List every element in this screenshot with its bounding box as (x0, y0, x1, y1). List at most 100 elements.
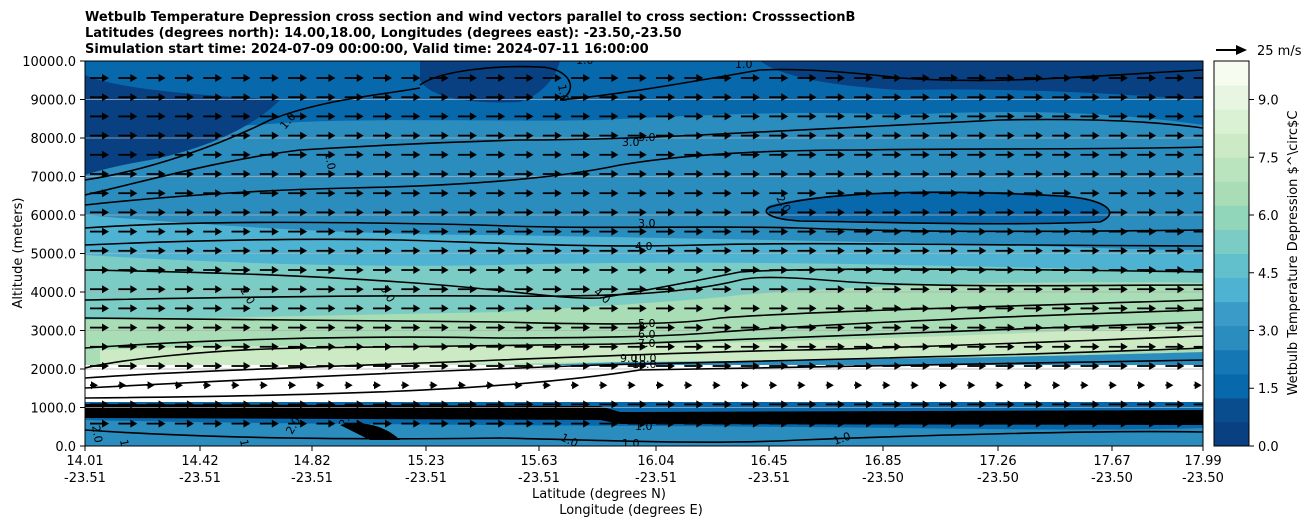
wind-vector-head (639, 170, 647, 178)
wind-vector-head (1206, 400, 1213, 408)
wind-vector-shaft (288, 192, 301, 195)
wind-vector-shaft (401, 77, 414, 79)
wind-vector-head (894, 131, 902, 140)
wind-vector-head (300, 323, 308, 332)
wind-vector-head (215, 131, 223, 140)
wind-vector-shaft (231, 422, 244, 425)
wind-vector-shaft (316, 269, 329, 271)
wind-vector-shaft (174, 173, 187, 175)
wind-vector-shaft (854, 211, 867, 214)
wind-vector-head (469, 342, 477, 351)
wind-vector-shaft (1108, 345, 1121, 348)
wind-vector-shaft (1165, 365, 1178, 367)
wind-vector-shaft (344, 96, 357, 99)
wind-vector-head (186, 342, 194, 351)
wind-vector-head (837, 304, 845, 313)
wind-vector-shaft (90, 134, 102, 137)
wind-vector-head (441, 400, 449, 409)
wind-vector-head (1064, 170, 1072, 178)
wind-vector-shaft (712, 192, 725, 195)
wind-vector-shaft (599, 230, 612, 233)
y-tick-label: 0.0 (55, 440, 76, 455)
wind-vector-head (724, 93, 732, 102)
wind-vector-shaft (854, 173, 867, 175)
wind-vector-head (498, 323, 506, 332)
wind-vector-shaft (995, 173, 1008, 175)
wind-vector-head (696, 208, 704, 217)
wind-vector-shaft (429, 403, 442, 406)
wind-vector-head (441, 362, 449, 370)
wind-vector-shaft (514, 345, 527, 348)
wind-vector-shaft (231, 403, 244, 406)
wind-vector-head (158, 93, 166, 102)
wind-vector-head (413, 285, 421, 294)
wind-vector-shaft (995, 326, 1008, 329)
wind-vector-shaft (429, 384, 431, 387)
wind-vector-shaft (288, 422, 301, 425)
wind-vector-head (809, 304, 817, 313)
wind-vector-shaft (373, 269, 385, 271)
wind-vector-shaft (571, 173, 584, 175)
wind-vector-head (696, 93, 704, 102)
wind-vector-shaft (146, 192, 159, 195)
wind-vector-shaft (967, 192, 980, 195)
wind-vector-shaft (1137, 173, 1150, 175)
wind-vector-shaft (259, 173, 272, 175)
wind-vector-shaft (542, 96, 555, 99)
wind-vector-shaft (373, 96, 385, 99)
wind-vector-shaft (457, 115, 470, 118)
wind-vector-head (554, 362, 562, 370)
wind-vector-head (271, 208, 279, 217)
wind-vector-head (158, 285, 166, 294)
wind-vector-shaft (797, 345, 810, 348)
contour-label-3-a: 3.0 (622, 136, 640, 149)
wind-vector-shaft (656, 307, 668, 310)
contour-label-9: 9.0 (620, 352, 638, 365)
wind-vector-shaft (797, 384, 799, 387)
wind-vector-shaft (203, 326, 216, 329)
wind-vector-shaft (373, 288, 385, 291)
wind-vector-shaft (203, 288, 216, 291)
wind-vector-shaft (288, 345, 301, 348)
wind-vector-head (837, 419, 845, 428)
wind-vector-head (1092, 400, 1100, 409)
wind-vector-shaft (344, 77, 357, 79)
wind-vector-shaft (316, 403, 329, 406)
wind-vector-shaft (401, 288, 414, 291)
x-tick-label-lat: 14.82 (293, 454, 330, 469)
wind-vector-shaft (457, 422, 470, 425)
wind-vector-shaft (146, 307, 159, 310)
wind-vector-shaft (373, 307, 385, 310)
wind-vector-shaft (429, 134, 442, 137)
wind-vector-head (243, 150, 251, 159)
wind-vector-head (1035, 342, 1043, 351)
wind-vector-shaft (967, 403, 980, 406)
wind-vector-head (356, 150, 364, 159)
colorbar-tick-label: 0.0 (1258, 440, 1279, 455)
wind-vector-shaft (401, 153, 414, 156)
wind-vector-shaft (542, 153, 555, 156)
wind-vector-shaft (797, 96, 810, 99)
wind-vector-head (243, 362, 251, 370)
wind-vector-head (894, 400, 902, 409)
wind-vector-shaft (288, 211, 301, 214)
colorbar-tick-label: 9.0 (1258, 94, 1279, 109)
wind-vector-head (837, 170, 845, 178)
x-tick-label-lon: -23.51 (179, 471, 221, 486)
x-tick-label-lat: 14.01 (66, 454, 103, 469)
wind-vector-head (979, 400, 987, 409)
wind-vector-shaft (118, 153, 131, 156)
wind-vector-shaft (542, 326, 555, 329)
wind-vector-head (526, 362, 534, 370)
wind-vector-head (752, 304, 760, 313)
wind-vector-shaft (599, 384, 601, 387)
wind-vector-head (300, 246, 308, 255)
wind-vector-shaft (203, 192, 216, 195)
x-tick-label-lon: -23.50 (1182, 471, 1224, 486)
wind-vector-head (611, 362, 619, 370)
wind-vector-shaft (939, 134, 951, 137)
wind-vector-head (1007, 170, 1015, 178)
wind-vector-shaft (1137, 384, 1139, 387)
wind-vector-head (866, 362, 874, 370)
wind-vector-shaft (967, 96, 980, 99)
